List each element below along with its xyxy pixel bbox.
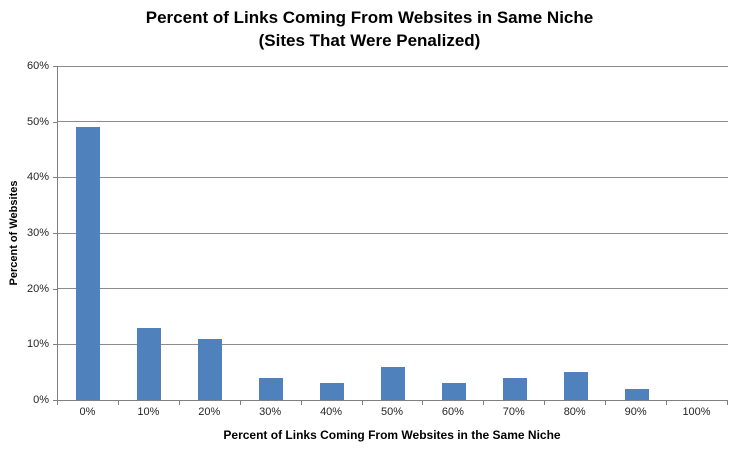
x-tick-mark <box>422 401 424 405</box>
x-tick-label: 80% <box>563 406 586 418</box>
y-tick-label: 30% <box>26 227 49 239</box>
x-axis-tick-labels: 0% 10% 20% 30% 40% 50% 60% 70% 80% 90% 100% <box>57 406 727 418</box>
bar-slot-10% <box>119 66 180 400</box>
x-axis-title: Percent of Links Coming From Websites in… <box>223 428 561 442</box>
bar-slot-90% <box>606 66 667 400</box>
plot-area <box>57 66 728 401</box>
gridline <box>58 121 728 123</box>
x-tick-label: 70% <box>502 406 525 418</box>
x-tick-mark <box>666 401 668 405</box>
bar-10% <box>137 327 162 400</box>
bar-slot-70% <box>484 66 545 400</box>
x-tick-mark <box>361 401 363 405</box>
bar-70% <box>502 377 527 400</box>
bar-slot-20% <box>180 66 241 400</box>
y-tick-label: 0% <box>33 394 49 406</box>
x-tick-mark <box>605 401 607 405</box>
x-tick-label: 0% <box>79 406 96 418</box>
y-tick-mark <box>53 344 57 346</box>
bars-container <box>58 66 728 400</box>
bar-80% <box>563 372 588 400</box>
bar-60% <box>441 383 466 400</box>
x-tick-mark <box>483 401 485 405</box>
y-tick-mark <box>53 66 57 67</box>
bar-slot-0% <box>58 66 119 400</box>
bar-30% <box>259 377 284 400</box>
y-tick-label: 20% <box>26 282 49 295</box>
x-tick-label: 90% <box>624 406 647 418</box>
x-tick-label: 40% <box>320 406 343 418</box>
chart-title-line1: Percent of Links Coming From Websites in… <box>145 8 594 27</box>
x-tick-mark <box>239 401 241 405</box>
gridline <box>58 288 728 290</box>
x-tick-mark <box>300 401 302 405</box>
x-tick-label: 100% <box>682 406 711 418</box>
bar-50% <box>380 366 405 400</box>
x-tick-label: 60% <box>441 406 464 418</box>
bar-0% <box>76 127 101 400</box>
y-tick-mark <box>53 121 57 123</box>
bar-90% <box>624 388 649 400</box>
y-tick-label: 40% <box>26 171 49 184</box>
bar-slot-100% <box>667 66 728 400</box>
bar-20% <box>198 338 223 400</box>
chart-title: Percent of Links Coming From Websites in… <box>0 6 739 52</box>
bar-slot-40% <box>302 66 363 400</box>
x-tick-label: 50% <box>380 406 403 418</box>
gridline <box>58 176 728 178</box>
bar-slot-80% <box>545 66 606 400</box>
x-tick-label: 30% <box>259 406 282 418</box>
y-tick-label: 10% <box>26 338 49 351</box>
y-tick-mark <box>53 177 57 179</box>
y-tick-mark <box>53 400 57 401</box>
gridline <box>58 343 728 345</box>
y-tick-label: 50% <box>26 115 49 128</box>
bar-40% <box>320 383 345 400</box>
x-tick-mark <box>178 401 180 405</box>
x-tick-mark <box>544 401 546 405</box>
y-tick-mark <box>53 288 57 290</box>
x-tick-mark <box>727 401 728 405</box>
gridline <box>58 232 728 234</box>
bar-slot-30% <box>241 66 302 400</box>
y-tick-label: 60% <box>26 60 49 72</box>
bar-slot-60% <box>423 66 484 400</box>
gridline <box>58 66 728 67</box>
x-tick-mark <box>117 401 119 405</box>
y-tick-mark <box>53 233 57 234</box>
x-tick-label: 20% <box>198 406 221 418</box>
bar-slot-50% <box>363 66 424 400</box>
x-tick-mark <box>57 401 58 405</box>
chart-title-line2: (Sites That Were Penalized) <box>258 31 481 50</box>
x-tick-label: 10% <box>137 406 160 418</box>
y-axis-tick-labels: 0% 10% 20% 30% 40% 50% 60% <box>0 60 49 406</box>
